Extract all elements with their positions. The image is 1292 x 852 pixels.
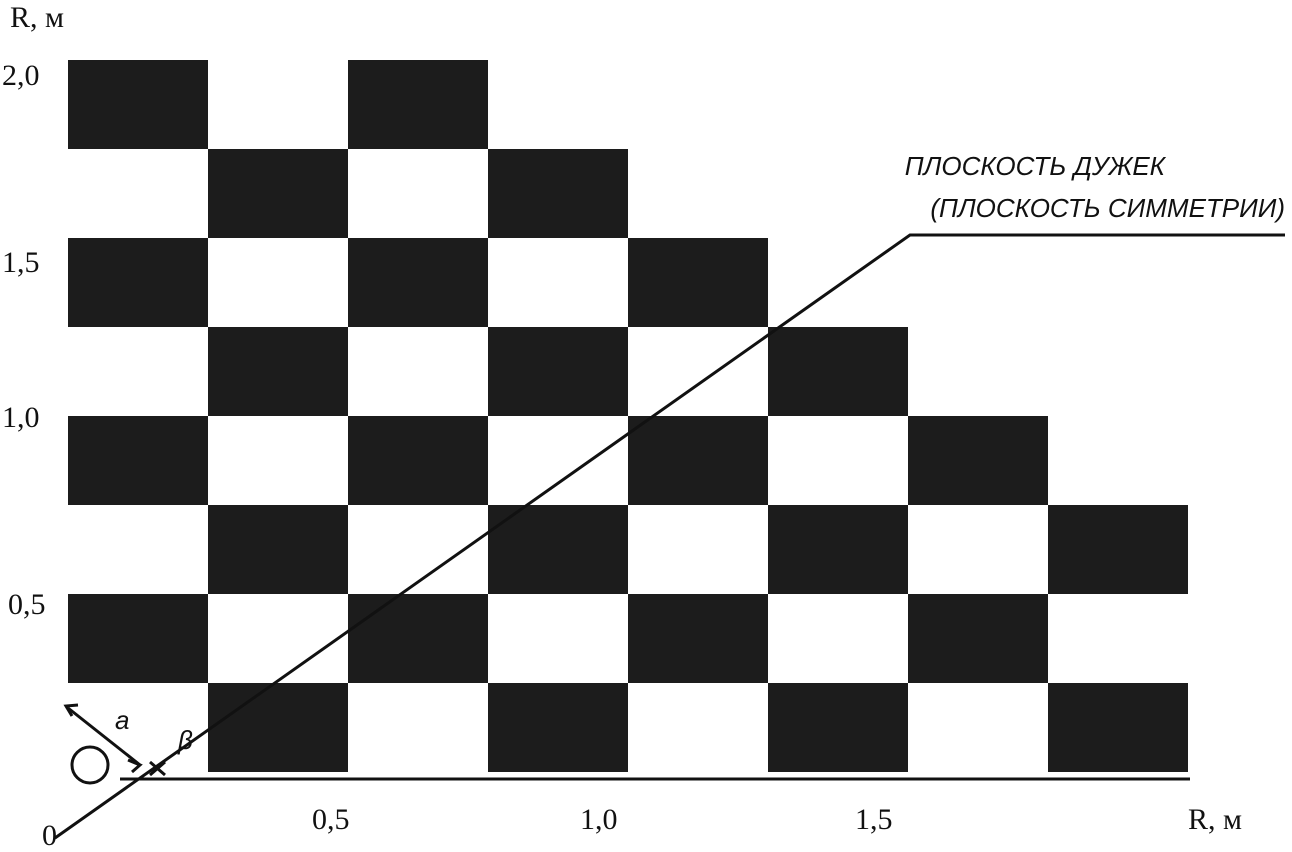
y-tick-label: 0,5 bbox=[8, 588, 46, 621]
dark-square bbox=[628, 416, 768, 505]
x-tick-label: 0,5 bbox=[312, 803, 350, 836]
dark-square bbox=[348, 60, 488, 149]
dark-square bbox=[208, 505, 348, 594]
angle-label: a bbox=[115, 705, 129, 735]
dark-square bbox=[1048, 683, 1188, 772]
dark-square bbox=[628, 594, 768, 683]
dark-square bbox=[488, 505, 628, 594]
symmetry-plane-line bbox=[54, 233, 1285, 840]
dark-square bbox=[1048, 505, 1188, 594]
dark-square bbox=[208, 327, 348, 416]
x-tick-label: 1,5 bbox=[855, 803, 893, 836]
dark-square bbox=[68, 60, 208, 149]
y-tick-label: 1,0 bbox=[2, 401, 40, 434]
dark-square bbox=[768, 505, 908, 594]
dark-square bbox=[628, 238, 768, 327]
dark-square bbox=[908, 594, 1048, 683]
dark-square bbox=[768, 683, 908, 772]
angle-label: β bbox=[177, 725, 193, 755]
origin-label: 0 bbox=[42, 819, 57, 852]
dark-square bbox=[348, 594, 488, 683]
dark-square bbox=[488, 683, 628, 772]
angle-arrows bbox=[63, 703, 166, 777]
y-tick-label: 1,5 bbox=[2, 246, 40, 279]
x-axis-label: R, м bbox=[1188, 803, 1242, 836]
x-tick-label: 1,0 bbox=[580, 803, 618, 836]
dark-square bbox=[488, 149, 628, 238]
dark-square bbox=[768, 327, 908, 416]
dark-square bbox=[908, 416, 1048, 505]
checkerboard bbox=[68, 60, 1188, 772]
annotation-line: (ПЛОСКОСТЬ СИММЕТРИИ) bbox=[930, 193, 1285, 223]
dark-square bbox=[208, 149, 348, 238]
y-axis-label: R, м bbox=[10, 1, 64, 34]
source-circle bbox=[70, 745, 110, 785]
dark-square bbox=[348, 238, 488, 327]
dark-square bbox=[488, 327, 628, 416]
dark-square bbox=[68, 594, 208, 683]
dark-square bbox=[68, 238, 208, 327]
dark-square bbox=[208, 683, 348, 772]
dark-square bbox=[348, 416, 488, 505]
y-tick-label: 2,0 bbox=[2, 59, 40, 92]
annotation-line: ПЛОСКОСТЬ ДУЖЕК bbox=[905, 151, 1167, 181]
dark-square bbox=[68, 416, 208, 505]
